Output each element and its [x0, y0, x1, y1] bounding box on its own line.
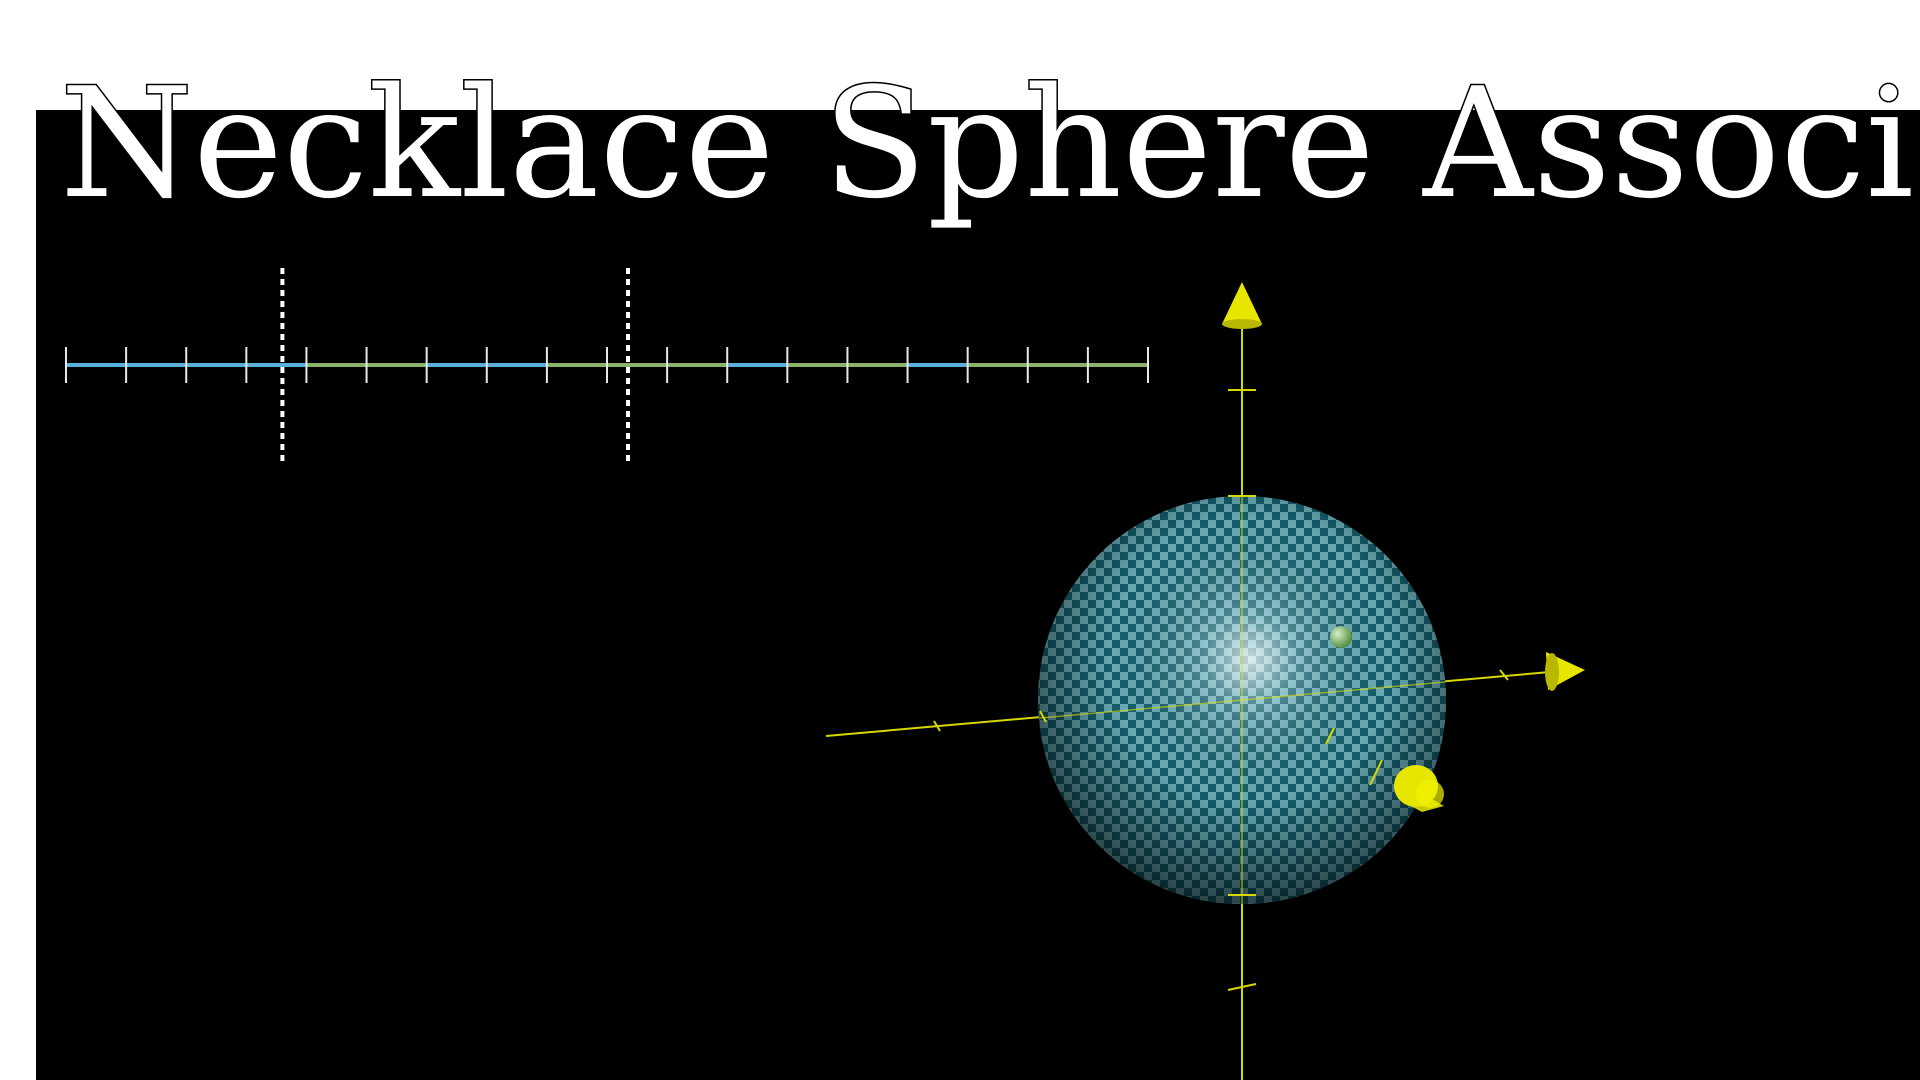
y-axis-arrowhead-shade	[1416, 780, 1444, 808]
axis-arrowheads	[1222, 282, 1585, 812]
sphere-point	[1330, 626, 1352, 648]
x-axis-inside-sphere	[1039, 681, 1446, 719]
necklace	[65, 268, 1149, 464]
scene-background	[36, 110, 1920, 1080]
x-axis-arrowhead-base	[1545, 653, 1559, 691]
sphere	[1038, 496, 1446, 904]
x-axis-tick	[1499, 669, 1509, 681]
y-axis-tick	[1369, 759, 1383, 786]
page-title: Necklace Sphere Association	[60, 55, 1920, 232]
x-axis-tick	[933, 720, 941, 732]
y-axis-tick	[1325, 727, 1335, 745]
axis-ticks	[933, 389, 1509, 991]
z-axis-arrowhead-base	[1222, 319, 1262, 329]
z-axis-tick	[1227, 983, 1257, 991]
z-axis-arrowhead	[1222, 282, 1262, 324]
x-axis-tick	[1039, 710, 1047, 723]
